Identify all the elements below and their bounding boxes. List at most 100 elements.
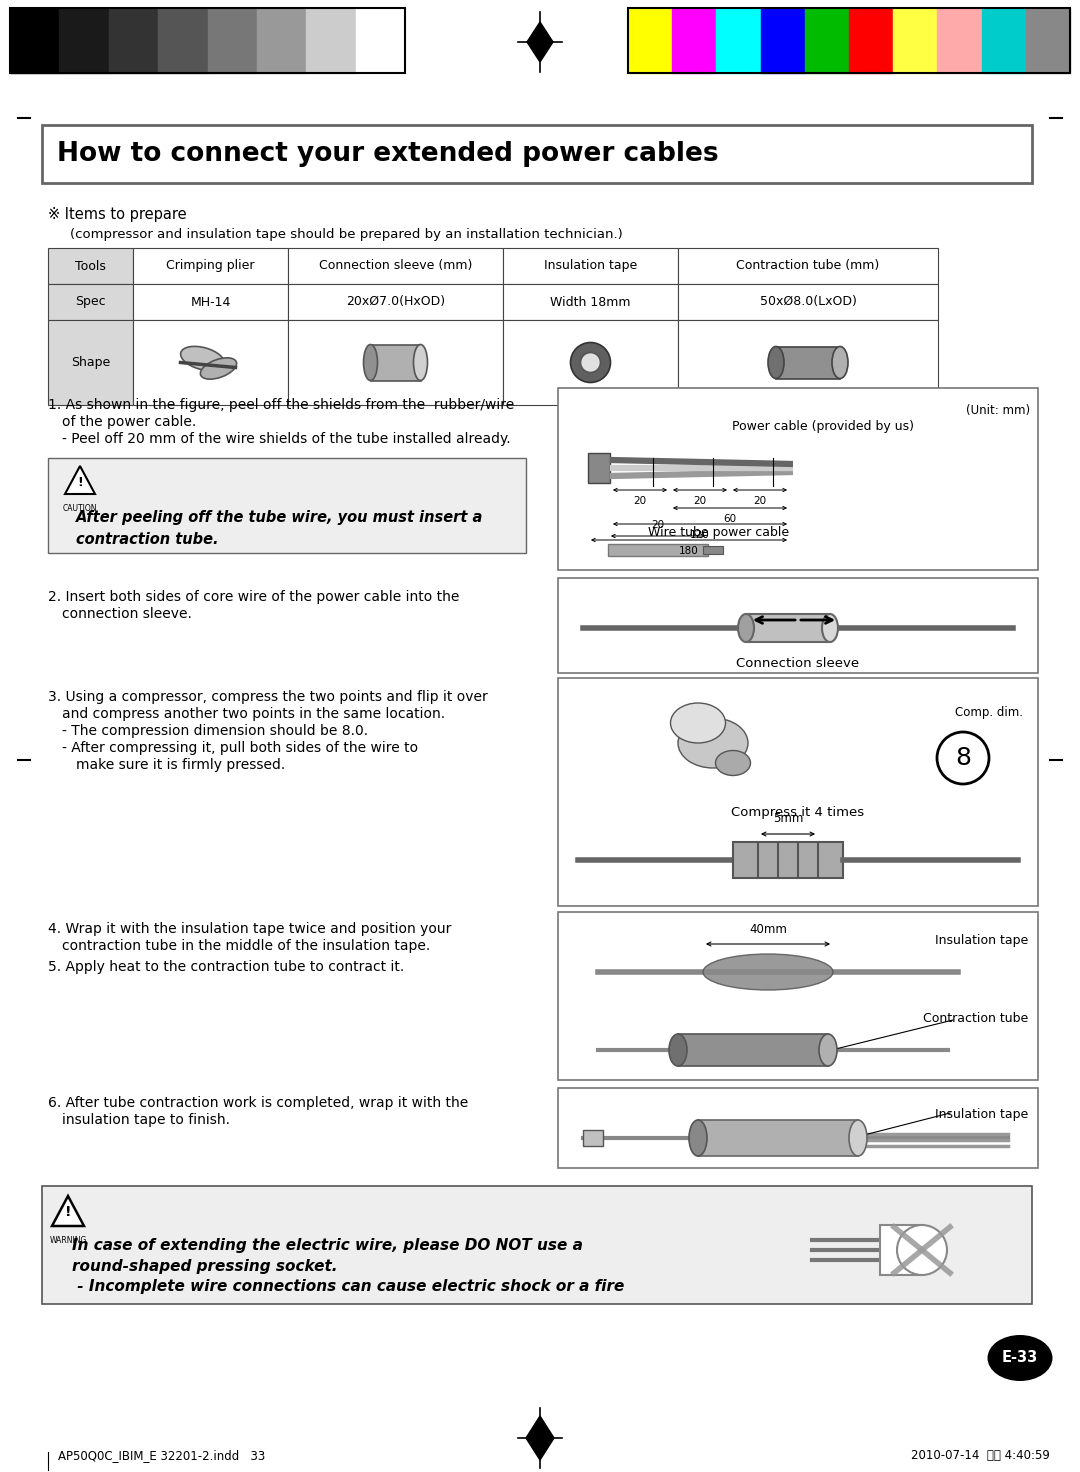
Ellipse shape <box>897 1225 947 1275</box>
Text: Crimping plier: Crimping plier <box>166 259 255 272</box>
Text: 20: 20 <box>754 496 767 506</box>
Text: 2010-07-14  오후 4:40:59: 2010-07-14 오후 4:40:59 <box>912 1448 1050 1462</box>
Text: 60: 60 <box>724 514 737 524</box>
Ellipse shape <box>937 732 989 785</box>
Text: Tools: Tools <box>76 259 106 272</box>
Ellipse shape <box>738 614 754 642</box>
Bar <box>370 344 420 380</box>
Text: 3. Using a compressor, compress the two points and flip it over: 3. Using a compressor, compress the two … <box>48 690 488 704</box>
Ellipse shape <box>364 344 378 380</box>
Bar <box>503 247 678 284</box>
Bar <box>133 319 288 405</box>
Bar <box>288 284 503 319</box>
Bar <box>48 284 133 319</box>
Bar <box>133 247 288 284</box>
Bar <box>558 913 1038 1080</box>
Bar <box>10 7 405 74</box>
Text: WARNING: WARNING <box>50 1236 86 1245</box>
Text: Spec: Spec <box>76 296 106 309</box>
Text: - Incomplete wire connections can cause electric shock or a fire: - Incomplete wire connections can cause … <box>72 1279 624 1294</box>
Bar <box>982 7 1026 74</box>
Text: 20: 20 <box>651 520 664 530</box>
Text: 40mm: 40mm <box>750 923 787 936</box>
Bar <box>42 125 1032 183</box>
Text: !: ! <box>65 1206 71 1219</box>
Text: Insulation tape: Insulation tape <box>935 935 1028 946</box>
Bar <box>48 458 526 553</box>
Bar <box>627 7 1070 74</box>
Text: - Peel off 20 mm of the wire shields of the tube installed already.: - Peel off 20 mm of the wire shields of … <box>62 431 511 446</box>
Bar <box>503 319 678 405</box>
Ellipse shape <box>678 718 748 768</box>
Ellipse shape <box>715 751 751 776</box>
Bar <box>558 679 1038 905</box>
Text: and compress another two points in the same location.: and compress another two points in the s… <box>62 707 445 721</box>
Bar <box>583 1130 603 1147</box>
Bar <box>288 319 503 405</box>
Ellipse shape <box>849 1120 867 1156</box>
Text: CAUTION: CAUTION <box>63 503 97 514</box>
Bar <box>48 247 133 284</box>
Text: Contraction tube (mm): Contraction tube (mm) <box>737 259 879 272</box>
Bar <box>307 7 355 74</box>
Bar <box>59 7 109 74</box>
Text: (Unit: mm): (Unit: mm) <box>966 403 1030 417</box>
Text: In case of extending the electric wire, please DO NOT use a: In case of extending the electric wire, … <box>72 1238 583 1253</box>
Text: MH-14: MH-14 <box>190 296 231 309</box>
Bar <box>805 7 849 74</box>
Text: Connection sleeve: Connection sleeve <box>737 657 860 670</box>
Text: make sure it is firmly pressed.: make sure it is firmly pressed. <box>76 758 285 771</box>
Text: 5. Apply heat to the contraction tube to contract it.: 5. Apply heat to the contraction tube to… <box>48 960 404 974</box>
Bar <box>777 346 840 378</box>
Text: 20: 20 <box>693 496 706 506</box>
Ellipse shape <box>669 1033 687 1066</box>
Text: Compress it 4 times: Compress it 4 times <box>731 807 865 818</box>
Text: contraction tube.: contraction tube. <box>76 531 218 548</box>
Bar <box>109 7 158 74</box>
Bar <box>672 7 716 74</box>
Bar <box>158 7 207 74</box>
Text: contraction tube in the middle of the insulation tape.: contraction tube in the middle of the in… <box>62 939 430 952</box>
Bar <box>760 7 805 74</box>
Text: - After compressing it, pull both sides of the wire to: - After compressing it, pull both sides … <box>62 740 418 755</box>
Bar <box>558 578 1038 673</box>
Bar <box>698 1120 858 1156</box>
Text: AP50Q0C_IBIM_E 32201-2.indd   33: AP50Q0C_IBIM_E 32201-2.indd 33 <box>58 1448 266 1462</box>
Bar <box>716 7 760 74</box>
Text: 8: 8 <box>955 746 971 770</box>
Text: 4. Wrap it with the insulation tape twice and position your: 4. Wrap it with the insulation tape twic… <box>48 921 451 936</box>
Text: Comp. dim.: Comp. dim. <box>955 707 1023 718</box>
Text: (compressor and insulation tape should be prepared by an installation technician: (compressor and insulation tape should b… <box>70 228 623 241</box>
Text: 20: 20 <box>634 496 647 506</box>
Text: Insulation tape: Insulation tape <box>544 259 637 272</box>
Ellipse shape <box>414 344 428 380</box>
Text: !: ! <box>77 475 83 489</box>
Ellipse shape <box>832 346 848 378</box>
Bar <box>1026 7 1070 74</box>
Ellipse shape <box>201 358 237 380</box>
Ellipse shape <box>819 1033 837 1066</box>
Polygon shape <box>65 467 95 495</box>
Text: 1. As shown in the figure, peel off the shields from the  rubber/wire: 1. As shown in the figure, peel off the … <box>48 397 514 412</box>
Polygon shape <box>526 1416 554 1460</box>
Ellipse shape <box>671 704 726 743</box>
Ellipse shape <box>180 346 225 371</box>
Ellipse shape <box>581 352 600 372</box>
Polygon shape <box>527 22 553 62</box>
Text: Power cable (provided by us): Power cable (provided by us) <box>732 420 914 433</box>
Ellipse shape <box>689 1120 707 1156</box>
Bar <box>207 7 257 74</box>
Ellipse shape <box>987 1335 1053 1381</box>
Bar <box>880 1225 922 1275</box>
Bar <box>558 389 1038 570</box>
Text: insulation tape to finish.: insulation tape to finish. <box>62 1113 230 1128</box>
Bar <box>937 7 982 74</box>
Bar <box>678 319 939 405</box>
Bar <box>133 284 288 319</box>
Text: Insulation tape: Insulation tape <box>935 1108 1028 1122</box>
Bar <box>257 7 307 74</box>
Text: 120: 120 <box>690 530 710 540</box>
Text: 2. Insert both sides of core wire of the power cable into the: 2. Insert both sides of core wire of the… <box>48 590 459 604</box>
Bar <box>48 319 133 405</box>
Bar <box>288 247 503 284</box>
